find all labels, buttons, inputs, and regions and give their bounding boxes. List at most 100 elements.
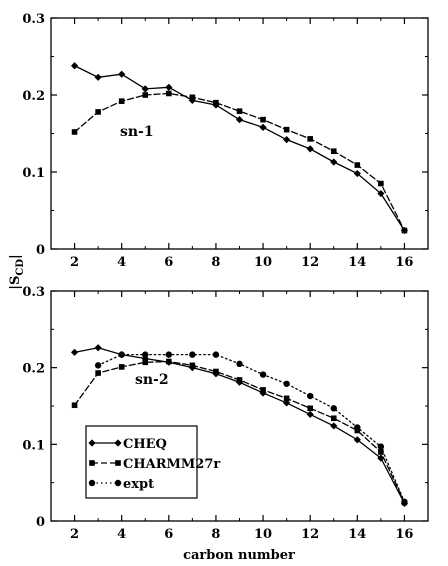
sn2-charmm27r-point bbox=[71, 402, 78, 409]
sn1-charmm27r-point bbox=[283, 126, 290, 133]
sn2-y-tick-label: 0.3 bbox=[22, 285, 45, 300]
sn2-charmm27r-point bbox=[378, 449, 384, 455]
legend-frame bbox=[85, 425, 198, 499]
sn2-cheq-point bbox=[353, 436, 361, 444]
sn2-x-tick-label: 8 bbox=[211, 527, 220, 542]
sn1-x-tick-label: 14 bbox=[348, 255, 366, 270]
sn2-x-tick-label: 4 bbox=[117, 527, 126, 542]
sn2-expt-point bbox=[189, 351, 196, 358]
sn1-charmm27r-point bbox=[378, 180, 384, 187]
sn1-cheq-point bbox=[353, 169, 361, 178]
sn2-expt-point bbox=[377, 443, 385, 450]
legend-marker bbox=[89, 460, 95, 466]
sn2-charmm27r-point bbox=[283, 395, 290, 402]
legend-marker bbox=[114, 479, 122, 487]
sn2-y-tick-label: 0.1 bbox=[22, 438, 45, 453]
legend-marker bbox=[114, 439, 122, 447]
sn1-y-tick-label: 0.3 bbox=[22, 12, 45, 27]
panel-sn2-annotation: sn-2 bbox=[135, 372, 169, 388]
sn1-cheq-point bbox=[70, 62, 79, 70]
sn2-x-tick-label: 12 bbox=[301, 527, 319, 542]
sn1-cheq-point bbox=[377, 189, 385, 198]
panel-sn1-frame bbox=[50, 17, 429, 250]
sn1-cheq-point bbox=[165, 83, 173, 91]
sn1-x-tick-label: 16 bbox=[395, 255, 413, 270]
sn2-x-tick-label: 2 bbox=[70, 527, 79, 542]
sn2-expt-point bbox=[236, 360, 243, 368]
sn2-expt-point bbox=[354, 424, 361, 431]
sn2-y-tick-label: 0.2 bbox=[22, 362, 45, 377]
sn2-series-expt bbox=[94, 351, 408, 506]
sn2-expt-point bbox=[165, 351, 173, 358]
sn2-expt-point bbox=[401, 498, 408, 506]
sn2-charmm27r-point bbox=[189, 362, 196, 369]
sn2-expt-point bbox=[118, 351, 125, 358]
sn1-cheq-point bbox=[283, 136, 291, 144]
tick-layer: 2 4 6 8 10 12 14 16 0 0.1 0.2 0.3 2 4 6 8 10 12 14 16 0 0.1 0.… bbox=[22, 12, 428, 542]
sn1-charmm27r-line bbox=[73, 92, 406, 232]
sn2-cheq-point bbox=[377, 454, 385, 462]
y-axis-title-main: |S bbox=[8, 276, 23, 290]
sn1-charmm27r-point bbox=[142, 92, 149, 98]
sn2-y-tick-label: 0 bbox=[36, 515, 45, 530]
sn1-cheq-line bbox=[73, 65, 406, 232]
sn2-expt-point bbox=[259, 371, 267, 378]
sn1-charmm27r-point bbox=[71, 129, 78, 135]
sn1-cheq-point bbox=[306, 145, 314, 153]
sn2-charmm27r-point bbox=[118, 364, 125, 370]
sn2-charmm27r-point bbox=[213, 368, 219, 375]
sn2-cheq-point bbox=[70, 348, 79, 356]
sn1-charmm27r-point bbox=[236, 108, 243, 114]
sn1-cheq-point bbox=[330, 158, 338, 166]
sn1-charmm27r-point bbox=[189, 94, 196, 101]
sn1-charmm27r-point bbox=[118, 98, 125, 104]
svg-text:|SCD|: |SCD| bbox=[8, 254, 26, 290]
sn1-charmm27r-point bbox=[401, 227, 408, 234]
sn2-expt-point bbox=[212, 351, 220, 358]
panel-sn1-annotation: sn-1 bbox=[120, 124, 154, 140]
sn1-x-tick-label: 8 bbox=[211, 255, 220, 270]
sn2-expt-point bbox=[142, 351, 149, 358]
series-layer bbox=[70, 62, 409, 507]
sn1-x-tick-label: 4 bbox=[117, 255, 126, 270]
sn2-expt-point bbox=[306, 392, 314, 400]
y-axis-title-sub: CD bbox=[15, 259, 26, 276]
legend-label: expt bbox=[123, 477, 154, 492]
sn1-charmm27r-point bbox=[166, 90, 172, 97]
sn1-charmm27r-point bbox=[330, 148, 337, 155]
sn2-x-tick-label: 10 bbox=[254, 527, 272, 542]
sn1-cheq-point bbox=[259, 123, 267, 131]
sn1-x-tick-label: 2 bbox=[70, 255, 79, 270]
sn1-y-tick-label: 0.2 bbox=[22, 89, 45, 104]
sn1-x-tick-label: 6 bbox=[164, 255, 173, 270]
sn1-cheq-point bbox=[141, 85, 149, 93]
sn1-y-tick-label: 0 bbox=[36, 243, 45, 258]
sn2-charmm27r-point bbox=[142, 359, 149, 366]
x-axis-label: carbon number bbox=[183, 548, 295, 563]
sn1-cheq-point bbox=[94, 73, 102, 81]
sn1-charmm27r-point bbox=[307, 136, 313, 142]
sn1-cheq-point bbox=[235, 116, 244, 124]
sn1-x-tick-label: 12 bbox=[301, 255, 319, 270]
sn1-x-tick-label: 10 bbox=[254, 255, 272, 270]
sn1-charmm27r-point bbox=[354, 162, 361, 168]
sn2-expt-line bbox=[97, 353, 406, 503]
sn1-series-cheq bbox=[70, 62, 409, 235]
legend-entry-charmm27r: CHARMM27r bbox=[89, 457, 220, 472]
sn2-expt-point bbox=[283, 380, 290, 387]
sn2-expt-point bbox=[94, 362, 102, 369]
sn2-cheq-point bbox=[306, 410, 314, 419]
sn2-charmm27r-point bbox=[330, 415, 337, 422]
sn2-x-tick-label: 16 bbox=[395, 527, 413, 542]
legend-entry-expt: expt bbox=[88, 477, 154, 492]
sn2-expt-point bbox=[330, 405, 337, 412]
sn2-x-tick-label: 6 bbox=[164, 527, 173, 542]
y-axis-title-close: | bbox=[8, 254, 23, 259]
legend-marker bbox=[115, 460, 121, 466]
y-axis-title: |SCD| bbox=[8, 254, 26, 290]
sn2-x-tick-label: 14 bbox=[348, 527, 366, 542]
legend-marker bbox=[88, 439, 96, 447]
sn2-charmm27r-point bbox=[260, 387, 266, 393]
sn1-cheq-point bbox=[188, 96, 196, 104]
legend-marker bbox=[88, 479, 96, 487]
